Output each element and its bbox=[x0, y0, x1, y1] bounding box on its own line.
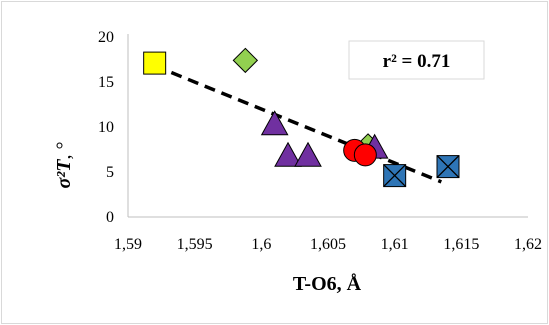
data-point-square-x bbox=[383, 164, 407, 188]
annotation-text: r² = 0.71 bbox=[383, 51, 451, 72]
data-point-square-x-stroke bbox=[383, 164, 407, 188]
data-point-circle bbox=[353, 143, 377, 167]
y-tick-label: 10 bbox=[98, 119, 114, 136]
x-tick-label: 1,595 bbox=[177, 236, 213, 253]
data-point-triangle bbox=[294, 141, 322, 167]
data-point-diamond bbox=[232, 47, 259, 74]
y-tick-label: 15 bbox=[98, 74, 114, 91]
x-axis-title: T-O6, Å bbox=[293, 272, 362, 295]
y-tick-label: 20 bbox=[98, 29, 114, 46]
r-squared-annotation: r² = 0.71 bbox=[348, 40, 485, 80]
x-tick-label: 1,6 bbox=[251, 236, 271, 253]
annotation-box bbox=[348, 40, 485, 80]
x-tick-label: 1,61 bbox=[381, 236, 409, 253]
x-tick-label: 1,62 bbox=[514, 236, 542, 253]
data-point-triangle bbox=[274, 141, 302, 167]
x-tick-label: 1,59 bbox=[114, 236, 142, 253]
y-axis-title: σ²T, ° bbox=[53, 142, 75, 189]
data-point-square bbox=[143, 51, 167, 75]
trendline bbox=[154, 64, 442, 184]
x-tick-label: 1,605 bbox=[310, 236, 346, 253]
y-tick-label: 5 bbox=[106, 164, 114, 181]
y-axis-title-main: σ²T bbox=[53, 159, 75, 189]
x-tick-label: 1,615 bbox=[443, 236, 479, 253]
data-point-triangle bbox=[260, 110, 289, 136]
data-point-square-x bbox=[436, 155, 460, 179]
y-tick-label: 0 bbox=[106, 209, 114, 226]
data-point-square-x-stroke bbox=[436, 155, 460, 179]
y-axis-title-unit: , ° bbox=[53, 142, 75, 160]
